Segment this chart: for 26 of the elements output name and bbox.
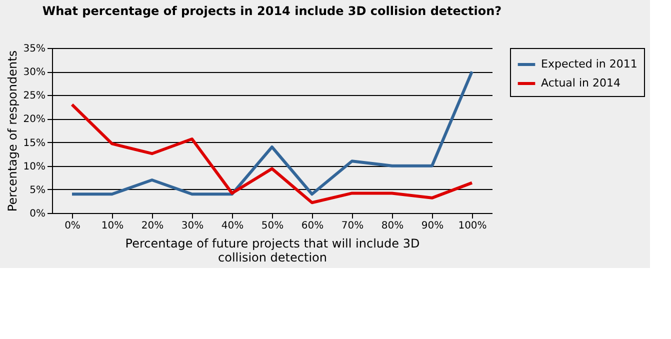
x-tick-label: 50% (261, 220, 284, 232)
line-series (70, 103, 474, 204)
x-tick-label: 60% (301, 220, 324, 232)
x-tick-label: 70% (341, 220, 364, 232)
y-tick-label: 15% (23, 138, 46, 149)
chart-title: What percentage of projects in 2014 include 3D collision detection? (42, 4, 502, 18)
line-series (70, 70, 474, 196)
x-tick-label: 30% (181, 220, 204, 232)
y-tick-label: 35% (23, 44, 46, 54)
x-tick-label: 0% (64, 220, 80, 232)
x-tick-label: 40% (221, 220, 244, 232)
y-tick-label: 30% (23, 67, 46, 78)
y-tick-label: 25% (23, 90, 46, 102)
y-tick-label: 0% (30, 208, 46, 220)
y-tick-label: 5% (30, 184, 46, 196)
x-tick-label: 100% (458, 220, 487, 232)
x-axis-title: Percentage of future projects that will include 3D collision detection (125, 236, 420, 264)
x-tick-label: 80% (381, 220, 404, 232)
legend-label: Actual in 2014 (541, 76, 620, 90)
x-tick-label: 20% (141, 220, 164, 232)
y-tick-label: 10% (23, 161, 46, 172)
y-tick-label: 20% (23, 114, 46, 126)
x-tick-label: 10% (101, 220, 124, 232)
x-tick-label: 90% (421, 220, 444, 232)
y-axis-title: Percentage of respondents (5, 50, 20, 212)
legend-label: Expected in 2011 (541, 58, 638, 70)
